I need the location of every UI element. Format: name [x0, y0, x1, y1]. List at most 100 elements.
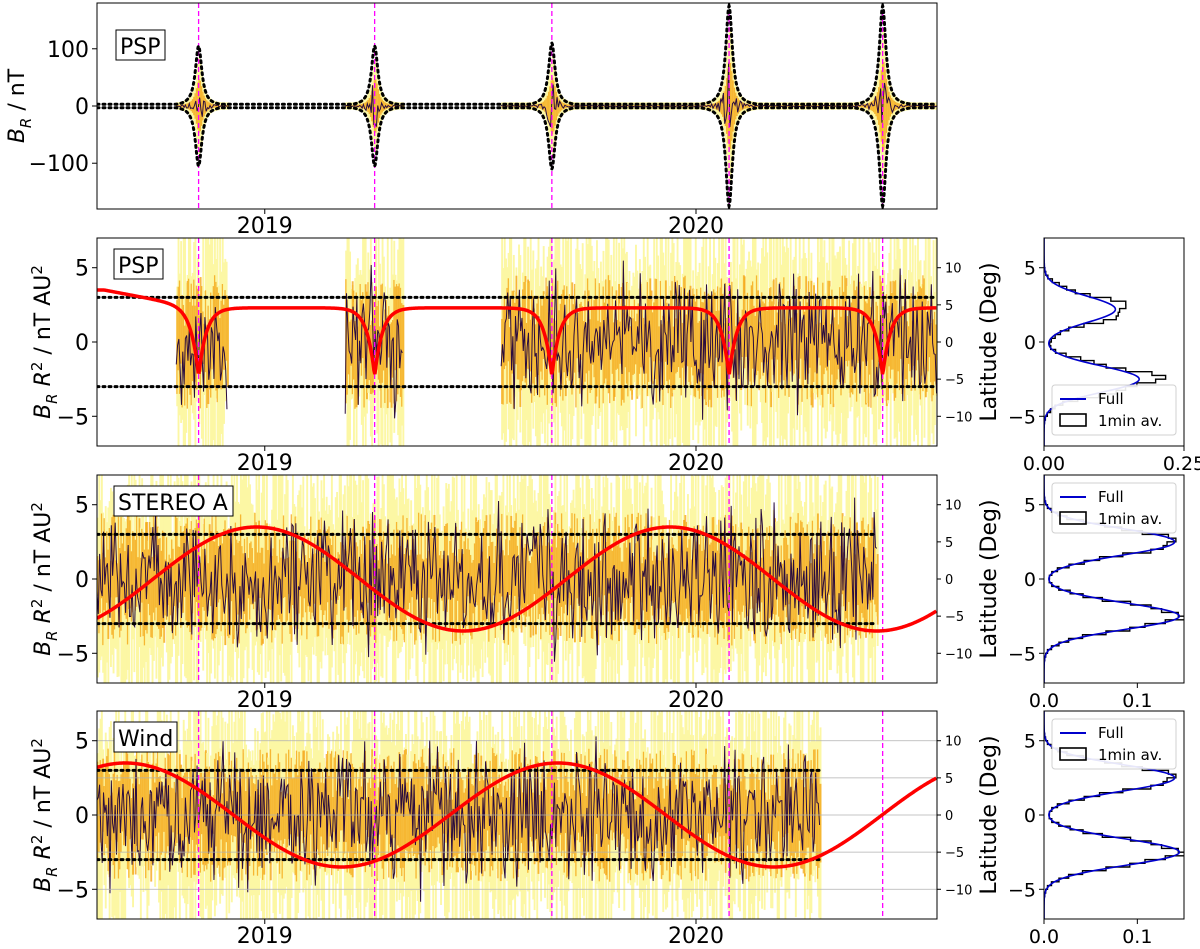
psp_br-data-core [902, 104, 905, 108]
psp_br-data-core [216, 104, 219, 108]
psp_brr2-data-core [802, 296, 805, 388]
wind_brr2-data-core [580, 754, 583, 868]
psp_brr2-data-core [810, 280, 813, 406]
psp_brr2-data-core [190, 283, 193, 406]
stereo_brr2-data-core [588, 539, 591, 610]
stereo_brr2-data-core [432, 537, 435, 640]
wind_brr2-data-core [586, 769, 589, 852]
stereo_brr2-data-core [328, 526, 331, 629]
stereo_brr2-data-core [849, 517, 852, 631]
stereo_brr2-data-core [217, 546, 220, 603]
stereo_brr2-data-core [366, 528, 368, 635]
stereo_brr2-data-core [859, 543, 862, 639]
wind_brr2-data-band [707, 719, 710, 869]
psp_br-data-core [875, 95, 878, 117]
psp_brr2-data-core [822, 282, 825, 408]
psp_brr2-data-core [610, 306, 613, 359]
stereo_brr2-data-core [635, 543, 637, 633]
psp_brr2-data-core [693, 294, 696, 397]
psp_br-data-core [551, 77, 554, 135]
stereo_brr2-data-core [106, 531, 108, 603]
wind_brr2-data-core [693, 750, 696, 849]
wind_brr2-data-core [466, 775, 468, 873]
wind_brr2-data-core [168, 755, 171, 855]
stereo_brr2-data-core [542, 525, 545, 615]
psp_brr2-ytick-label: 0 [75, 331, 89, 356]
psp_brr2-data-core [605, 279, 608, 379]
psp_br-data-core [763, 105, 766, 107]
stereo_brr2-data-core [757, 528, 760, 601]
wind_brr2-data-core [497, 788, 500, 879]
wind_brr2-data-core [706, 768, 709, 856]
psp_brr2-data-core [177, 286, 180, 371]
stereo_brr2-data-core [693, 526, 696, 611]
wind_brr2-data-core [612, 793, 615, 833]
stereo_brr2-plot-area [97, 475, 937, 683]
stereo_brr2-data-core [113, 516, 116, 630]
psp_br-data-core [885, 78, 888, 134]
psp_brr2-y2tick-label: 5 [945, 299, 953, 314]
stereo_brr2-data-core [122, 533, 125, 601]
stereo_brr2-data-core [471, 562, 474, 640]
stereo_brr2-data-core [484, 520, 487, 623]
psp_brr2-data-core [217, 292, 220, 389]
wind_brr2-data-core [314, 768, 316, 864]
psp_brr2-data-band [208, 244, 211, 391]
psp_br-data-core [540, 103, 543, 109]
wind_brr2-data-band [612, 777, 615, 893]
stereo_brr2-data-core [863, 529, 866, 633]
wind_brr2-data-core [181, 798, 184, 873]
stereo_brr2-data-core [360, 553, 363, 614]
stereo_brr2-data-core [477, 520, 480, 630]
stereo_brr2-data-core [506, 515, 509, 597]
psp_brr2-data-core [536, 303, 539, 394]
psp_brr2-data-core [919, 286, 922, 400]
stereo_brr2-data-core [111, 517, 114, 635]
wind_brr2-data-core [638, 759, 641, 838]
wind_hist-legend: Full 1min av. [1051, 718, 1177, 770]
wind_brr2-data-core [796, 782, 799, 874]
psp_brr2-data-core [644, 324, 647, 385]
stereo_hist-ytick-label: 5 [1024, 495, 1036, 517]
stereo_brr2-data-core [836, 532, 839, 612]
psp_brr2-data-core [772, 279, 775, 375]
psp_brr2-data-core [766, 310, 769, 363]
stereo_brr2-data-core [420, 514, 423, 640]
stereo_brr2-data-core [459, 529, 462, 645]
wind_brr2-data-core [368, 777, 371, 844]
psp_brr2-data-core [182, 304, 185, 371]
wind_brr2-data-band [771, 774, 774, 909]
psp_br-data-core [832, 105, 835, 107]
stereo_brr2-data-core [210, 531, 212, 607]
stereo_brr2-data-band [233, 475, 236, 635]
psp_brr2-ytick-label: 5 [75, 257, 89, 282]
psp_brr2-data-trace [500, 260, 937, 420]
stereo_brr2-data-core [486, 558, 489, 603]
stereo_brr2-data-core [544, 522, 546, 621]
wind_brr2-data-core [797, 753, 800, 858]
wind_brr2-data-core [345, 774, 348, 843]
wind_brr2-data-core [237, 780, 240, 869]
psp_hist-ytick-label: 0 [1024, 332, 1036, 354]
psp_brr2-data-core [654, 278, 657, 380]
stereo_brr2-data-core [234, 522, 237, 625]
stereo_brr2-data-core [705, 532, 708, 625]
wind_brr2-data-core [161, 799, 164, 853]
wind_brr2-data-core [148, 794, 151, 851]
psp_br-data-core [861, 104, 864, 108]
psp_br-data-core [888, 91, 891, 121]
wind_brr2-data-core [434, 765, 437, 849]
wind_brr2-data-core [633, 799, 636, 833]
stereo_brr2-data-core [502, 550, 505, 617]
stereo_brr2-data-core [406, 517, 409, 616]
stereo_brr2-data-core [319, 529, 322, 606]
psp_brr2-data-core [849, 310, 852, 398]
stereo_brr2-data-core [589, 514, 592, 596]
psp_brr2-data-core [898, 322, 901, 391]
psp_brr2-data-core [534, 324, 537, 377]
wind_brr2-data-core [145, 770, 147, 879]
stereo_brr2-data-core [698, 544, 701, 623]
psp_brr2-data-core [507, 278, 510, 362]
stereo_brr2-data-core [806, 524, 809, 601]
wind_brr2-data-core [360, 786, 363, 845]
